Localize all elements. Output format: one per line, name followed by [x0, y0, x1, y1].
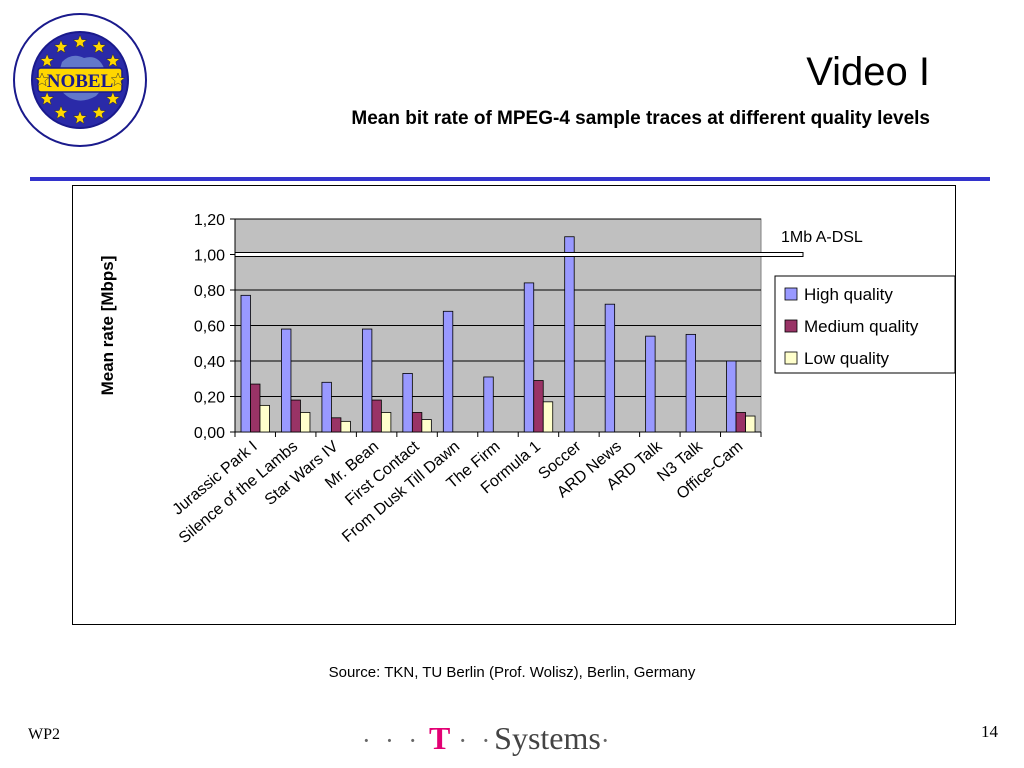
legend-swatch	[784, 351, 798, 365]
footer-label: WP2	[28, 726, 60, 743]
logo-star-icon	[34, 72, 50, 87]
bar-medium-quality	[533, 380, 544, 433]
bar-chart: 0,00 0,20 0,40 0,60 0,80 1,00 1,20 Mean rate [M…	[98, 212, 956, 547]
logo-star-icon	[105, 91, 121, 106]
legend-swatch	[784, 287, 798, 301]
dsl-reference-line	[234, 252, 804, 257]
t-systems-logo: · · · T · ·Systems·	[362, 720, 614, 757]
bar-low-quality	[542, 401, 554, 433]
y-tick-label: 0,00	[194, 425, 225, 442]
nobel-logo: NOBEL	[13, 13, 147, 147]
brand-dots-mid: · ·	[458, 726, 495, 755]
bar-high-quality	[523, 282, 535, 433]
brand-dots-right: ·	[600, 726, 614, 755]
bar-medium-quality	[371, 399, 382, 433]
logo-star-icon	[39, 53, 55, 68]
logo-star-icon	[53, 39, 69, 54]
brand-dots-left: · · ·	[362, 726, 421, 755]
logo-star-icon	[53, 105, 69, 120]
y-axis-label: Mean rate [Mbps]	[98, 256, 117, 396]
bar-high-quality	[361, 328, 373, 433]
logo-star-icon	[72, 110, 88, 125]
bar-high-quality	[483, 376, 494, 433]
bar-medium-quality	[290, 399, 301, 433]
bar-high-quality	[685, 333, 696, 433]
bar-medium-quality	[411, 412, 423, 433]
bar-high-quality	[402, 373, 413, 433]
dsl-reference-label: 1Mb A-DSL	[781, 229, 863, 246]
y-tick-label: 0,20	[194, 390, 225, 407]
logo-star-icon	[105, 53, 121, 68]
bar-high-quality	[240, 294, 251, 433]
bar-high-quality	[645, 335, 656, 433]
page-number: 14	[981, 722, 998, 741]
y-tick-label: 0,60	[194, 319, 225, 336]
legend-swatch	[784, 319, 798, 333]
y-tick-label: 1,00	[194, 248, 225, 265]
legend-box	[774, 275, 956, 374]
bar-low-quality	[421, 419, 432, 433]
y-tick-label: 0,40	[194, 354, 225, 371]
brand-t: T	[428, 720, 451, 756]
legend-label: Low quality	[804, 349, 890, 368]
bar-medium-quality	[250, 383, 261, 433]
logo-star-icon	[110, 72, 126, 87]
bar-high-quality	[564, 236, 575, 433]
y-tick-label: 1,20	[194, 212, 225, 229]
bar-low-quality	[380, 412, 392, 433]
y-tick-label: 0,80	[194, 283, 225, 300]
source-note: Source: TKN, TU Berlin (Prof. Wolisz), B…	[328, 664, 696, 681]
bar-medium-quality	[331, 417, 342, 433]
bar-high-quality	[281, 328, 292, 433]
slide-title: Video I	[806, 50, 930, 94]
bar-low-quality	[259, 404, 270, 433]
bar-high-quality	[321, 381, 332, 433]
bar-high-quality	[604, 303, 616, 433]
title-divider	[30, 177, 990, 181]
chart-frame: 0,00 0,20 0,40 0,60 0,80 1,00 1,20 Mean rate [M…	[72, 185, 956, 625]
logo-star-icon	[72, 34, 88, 49]
logo-text: NOBEL	[47, 71, 114, 92]
bar-low-quality	[300, 412, 311, 433]
slide-subtitle: Mean bit rate of MPEG-4 sample traces at…	[351, 108, 930, 129]
legend-label: High quality	[804, 285, 893, 304]
bar-medium-quality	[735, 412, 746, 433]
bar-high-quality	[442, 310, 454, 433]
legend-label: Medium quality	[804, 317, 919, 336]
logo-star-icon	[39, 91, 55, 106]
bar-high-quality	[726, 360, 737, 433]
bar-low-quality	[745, 415, 756, 433]
logo-star-icon	[91, 39, 107, 54]
brand-name: Systems	[494, 720, 601, 756]
bar-low-quality	[340, 420, 351, 433]
logo-star-icon	[91, 105, 107, 120]
